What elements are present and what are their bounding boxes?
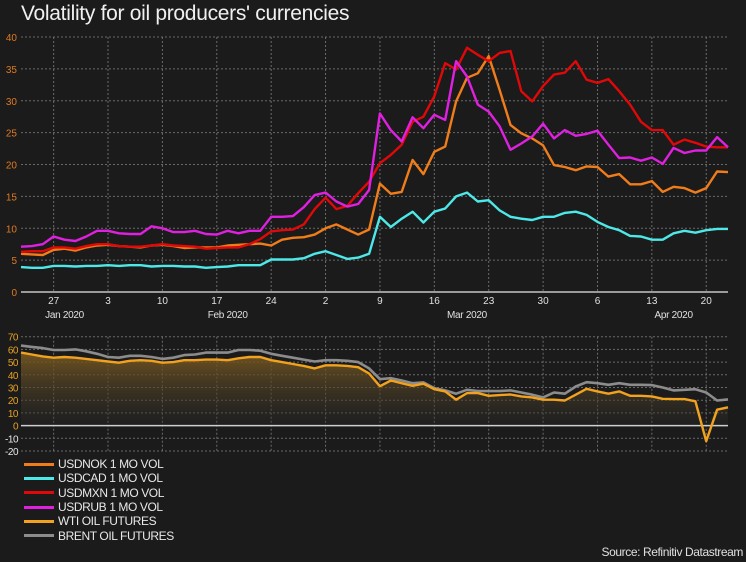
legend-item-brent: BRENT OIL FUTURES (24, 528, 174, 543)
series-line-brent (20, 344, 729, 402)
y-tick-label: 40 (6, 33, 18, 44)
legend-label: USDRUB 1 MO VOL (58, 500, 163, 515)
y-tick-label-bottom: -10 (5, 434, 19, 445)
x-tick-label: 23 (483, 296, 495, 307)
legend-swatch (24, 505, 54, 509)
legend-swatch (24, 476, 54, 480)
legend-label: WTI OIL FUTURES (58, 514, 157, 529)
x-tick-label: 30 (538, 296, 550, 307)
chart-title: Volatility for oil producers' currencies (21, 2, 350, 25)
legend: USDNOK 1 MO VOL USDCAD 1 MO VOL USDMXN 1… (24, 457, 174, 543)
y-tick-label-bottom: 20 (8, 396, 19, 407)
legend-item-wti: WTI OIL FUTURES (24, 514, 174, 528)
legend-label: BRENT OIL FUTURES (58, 528, 174, 543)
y-tick-label-bottom: 70 (8, 333, 19, 344)
y-tick-label: 15 (6, 192, 18, 203)
x-tick-label: 2 (323, 296, 329, 307)
legend-swatch (24, 491, 54, 495)
legend-swatch (24, 462, 54, 466)
legend-swatch (24, 534, 54, 538)
x-tick-label: 17 (211, 296, 223, 307)
y-tick-label-bottom: 50 (8, 358, 19, 369)
y-tick-label-bottom: 10 (8, 409, 19, 420)
y-tick-label: 25 (6, 129, 18, 140)
y-tick-label: 30 (6, 97, 18, 108)
y-tick-label-bottom: 60 (8, 345, 19, 356)
x-tick-label: 6 (595, 296, 601, 307)
legend-item-usdnok: USDNOK 1 MO VOL (24, 457, 174, 471)
x-tick-label: 20 (701, 296, 713, 307)
x-tick-label: 16 (429, 296, 441, 307)
y-tick-label-bottom: 0 (13, 422, 19, 433)
month-label: Jan 2020 (45, 310, 84, 321)
x-tick-label: 10 (157, 296, 169, 307)
legend-swatch (24, 519, 54, 523)
y-tick-label-bottom: 30 (8, 384, 19, 395)
series-line-usdmxn (20, 46, 728, 253)
legend-label: USDCAD 1 MO VOL (58, 471, 163, 486)
series-line-usdrub (20, 60, 729, 248)
wti-area (21, 352, 728, 426)
y-tick-label: 20 (6, 161, 18, 172)
x-tick-label: 9 (377, 296, 383, 307)
y-tick-label: 35 (6, 65, 18, 76)
x-tick-label: 13 (646, 296, 658, 307)
legend-item-usdmxn: USDMXN 1 MO VOL (24, 486, 174, 500)
y-tick-label-bottom: -20 (5, 447, 19, 458)
x-tick-label: 27 (48, 296, 60, 307)
legend-label: USDNOK 1 MO VOL (58, 457, 164, 472)
y-tick-label: 0 (11, 288, 17, 299)
series-line-wti (20, 351, 729, 443)
legend-item-usdcad: USDCAD 1 MO VOL (24, 471, 174, 485)
y-tick-label: 5 (11, 256, 17, 267)
y-tick-label: 10 (6, 224, 18, 235)
month-label: Mar 2020 (447, 310, 488, 321)
legend-item-usdrub: USDRUB 1 MO VOL (24, 500, 174, 514)
month-label: Feb 2020 (208, 310, 249, 321)
x-tick-label: 3 (105, 296, 111, 307)
legend-label: USDMXN 1 MO VOL (58, 485, 165, 500)
x-tick-label: 24 (266, 296, 278, 307)
source-note: Source: Refinitiv Datastream (601, 545, 743, 559)
y-tick-label-bottom: 40 (8, 371, 19, 382)
series-line-usdcad (20, 191, 728, 269)
month-label: Apr 2020 (655, 310, 694, 321)
